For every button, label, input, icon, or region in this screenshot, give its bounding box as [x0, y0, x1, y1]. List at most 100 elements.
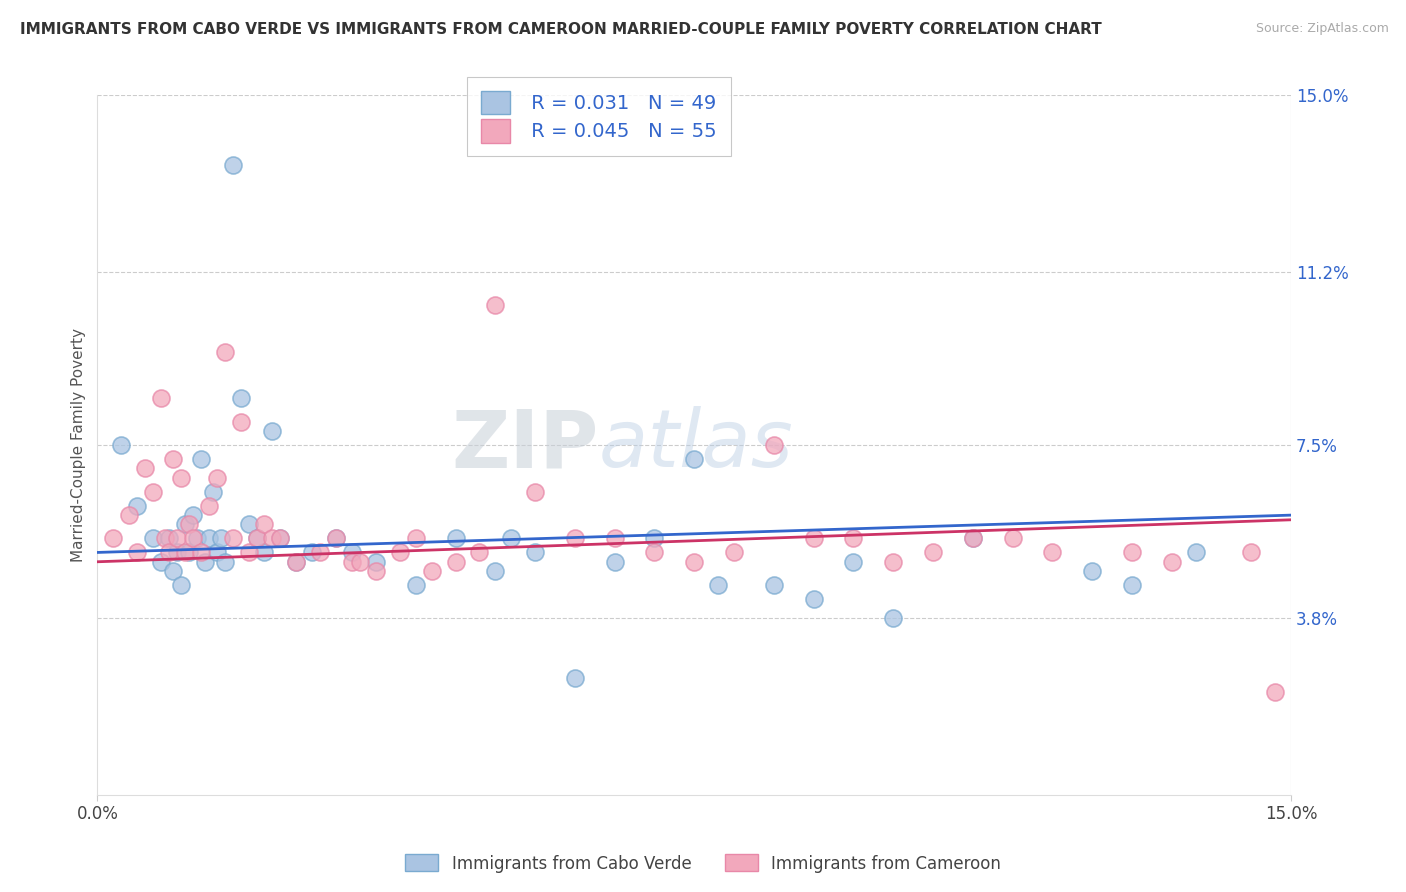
Point [194, 555, 217, 569]
Point [170, 471, 193, 485]
Point [309, 545, 332, 559]
Point [603, 532, 626, 546]
Point [1042, 545, 1064, 559]
Point [325, 532, 347, 546]
Point [683, 452, 706, 467]
Point [110, 438, 132, 452]
Point [269, 532, 291, 546]
Point [229, 415, 252, 429]
Point [253, 545, 276, 559]
Point [364, 564, 387, 578]
Point [803, 592, 825, 607]
Point [468, 545, 491, 559]
Point [501, 532, 523, 546]
Point [603, 555, 626, 569]
Point [962, 532, 984, 546]
Point [134, 461, 156, 475]
Point [484, 298, 506, 312]
Point [285, 555, 308, 569]
Point [245, 532, 267, 546]
Point [301, 545, 323, 559]
Point [221, 158, 243, 172]
Point [922, 545, 945, 559]
Text: Source: ZipAtlas.com: Source: ZipAtlas.com [1256, 22, 1389, 36]
Point [1001, 532, 1024, 546]
Point [166, 532, 188, 546]
Y-axis label: Married-Couple Family Poverty: Married-Couple Family Poverty [72, 328, 86, 562]
Point [285, 555, 308, 569]
Point [643, 545, 665, 559]
Point [142, 484, 165, 499]
Point [205, 545, 228, 559]
Point [153, 532, 176, 546]
Point [127, 545, 149, 559]
Point [683, 555, 706, 569]
Point [127, 499, 149, 513]
Point [882, 555, 904, 569]
Text: ZIP: ZIP [451, 406, 599, 484]
Point [340, 555, 363, 569]
Legend:  R = 0.031   N = 49,  R = 0.045   N = 55: R = 0.031 N = 49, R = 0.045 N = 55 [467, 77, 731, 156]
Point [262, 424, 284, 438]
Point [214, 555, 236, 569]
Point [1081, 564, 1104, 578]
Point [253, 517, 276, 532]
Text: IMMIGRANTS FROM CABO VERDE VS IMMIGRANTS FROM CAMEROON MARRIED-COUPLE FAMILY POV: IMMIGRANTS FROM CABO VERDE VS IMMIGRANTS… [20, 22, 1101, 37]
Point [340, 545, 363, 559]
Point [157, 545, 180, 559]
Point [444, 555, 467, 569]
Point [118, 508, 141, 522]
Point [762, 578, 785, 592]
Point [150, 392, 173, 406]
Point [209, 532, 232, 546]
Point [174, 517, 197, 532]
Point [221, 532, 243, 546]
Point [190, 545, 212, 559]
Point [1121, 578, 1143, 592]
Point [643, 532, 665, 546]
Point [524, 545, 547, 559]
Point [181, 508, 204, 522]
Point [205, 471, 228, 485]
Point [723, 545, 745, 559]
Point [420, 564, 443, 578]
Point [349, 555, 371, 569]
Point [564, 672, 586, 686]
Text: atlas: atlas [599, 406, 793, 484]
Point [214, 344, 236, 359]
Point [325, 532, 347, 546]
Point [1240, 545, 1263, 559]
Point [229, 392, 252, 406]
Point [157, 532, 180, 546]
Point [245, 532, 267, 546]
Point [1264, 685, 1286, 699]
Point [388, 545, 411, 559]
Point [762, 438, 785, 452]
Point [484, 564, 506, 578]
Point [174, 545, 197, 559]
Point [103, 532, 125, 546]
Point [842, 555, 865, 569]
Point [190, 452, 212, 467]
Point [444, 532, 467, 546]
Point [177, 545, 200, 559]
Point [1121, 545, 1143, 559]
Point [142, 532, 165, 546]
Point [803, 532, 825, 546]
Point [405, 578, 427, 592]
Point [238, 545, 260, 559]
Point [177, 517, 200, 532]
Point [405, 532, 427, 546]
Point [238, 517, 260, 532]
Point [882, 611, 904, 625]
Point [1184, 545, 1206, 559]
Point [1160, 555, 1182, 569]
Point [524, 484, 547, 499]
Point [166, 545, 188, 559]
Point [197, 499, 219, 513]
Point [962, 532, 984, 546]
Point [201, 484, 224, 499]
Point [262, 532, 284, 546]
Point [707, 578, 730, 592]
Point [269, 532, 291, 546]
